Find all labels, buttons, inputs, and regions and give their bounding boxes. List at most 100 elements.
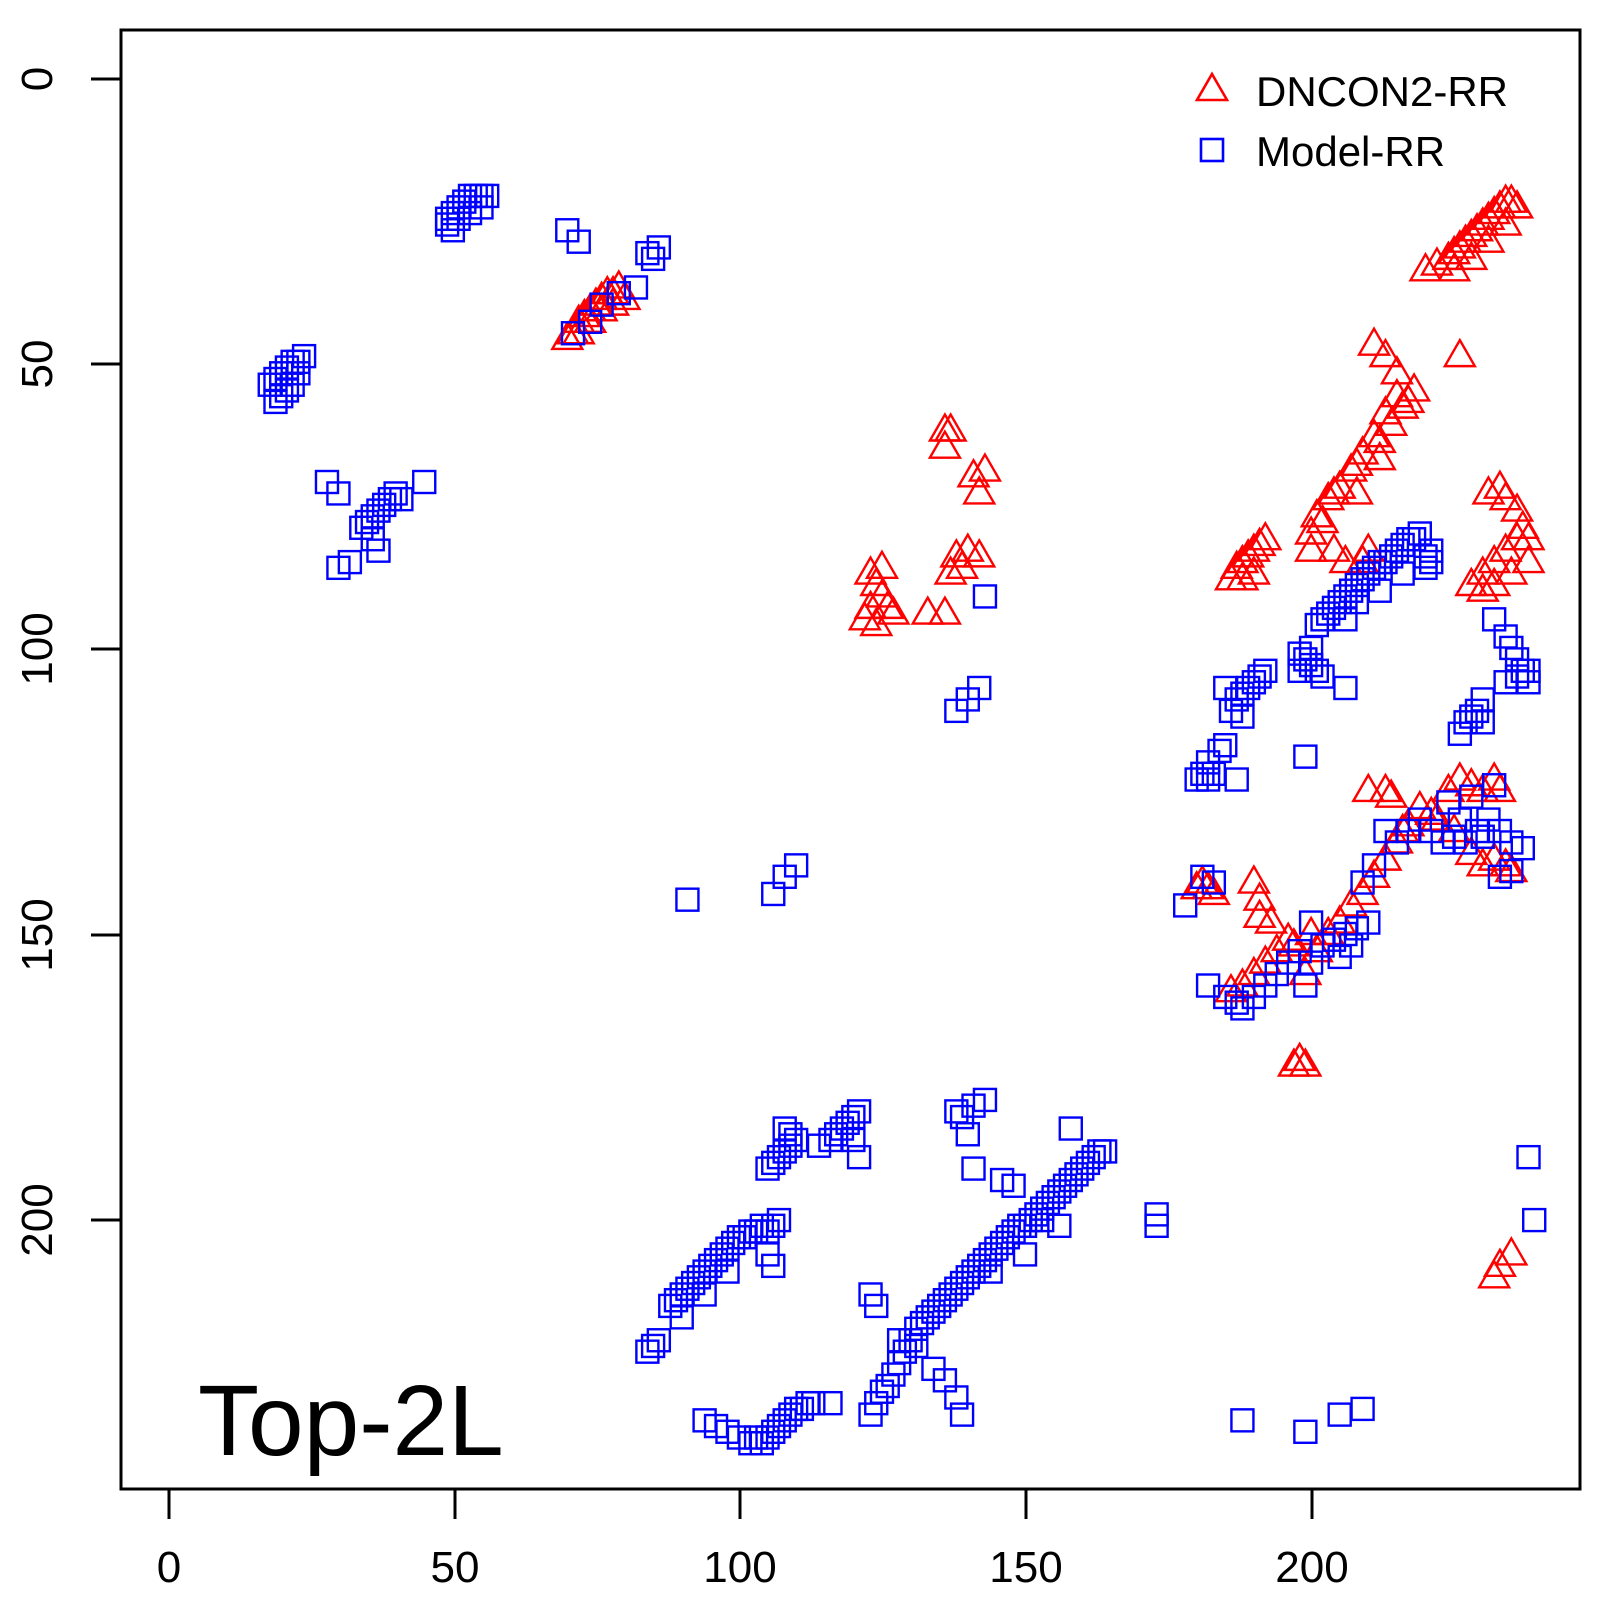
dncon2-point-28 — [1494, 183, 1529, 213]
model-point-83 — [1333, 675, 1358, 701]
model-point-46 — [623, 275, 649, 300]
dncon2-point-144 — [1253, 904, 1289, 934]
dncon2-point-101 — [927, 595, 962, 625]
model-point-239 — [864, 1293, 889, 1319]
dncon2-point-125 — [1322, 904, 1357, 934]
model-point-185 — [841, 1127, 866, 1153]
dncon2-point-45 — [1311, 480, 1346, 511]
dncon2-point-154 — [1282, 1041, 1317, 1072]
dncon2-point-52 — [1339, 446, 1374, 477]
model-point-114 — [1213, 732, 1238, 758]
dncon2-point-136 — [1488, 846, 1523, 877]
model-point-108 — [1230, 704, 1255, 729]
dncon2-point-18 — [1437, 234, 1472, 265]
model-point-119 — [967, 675, 992, 701]
dncon2-point-99 — [864, 549, 900, 580]
model-point-84 — [1333, 607, 1358, 632]
model-point-192 — [961, 1156, 986, 1181]
dncon2-point-107 — [859, 606, 894, 637]
model-point-300 — [1293, 1419, 1318, 1444]
model-point-124 — [783, 853, 809, 878]
model-point-162 — [1499, 858, 1524, 884]
dncon2-point-70 — [1236, 555, 1271, 585]
panel-label: Top-2L — [198, 1365, 504, 1477]
model-point-36 — [389, 486, 414, 512]
model-point-98 — [1516, 658, 1541, 684]
model-point-184 — [846, 1099, 872, 1124]
model-point-75 — [1390, 561, 1415, 586]
x-axis: 0 50 100 150 200 — [157, 1487, 1349, 1592]
dncon2-point-68 — [1248, 520, 1283, 551]
model-point-142 — [1356, 910, 1381, 935]
model-point-19 — [291, 343, 317, 369]
model-point-214 — [761, 1213, 786, 1239]
dncon2-point-134 — [1465, 846, 1500, 877]
dncon2-point-71 — [1471, 475, 1506, 505]
dncon2-point-56 — [1316, 532, 1352, 562]
legend-label-dncon2: DNCON2-RR — [1256, 68, 1508, 115]
model-point-121 — [675, 887, 700, 912]
dncon2-point-36 — [1379, 354, 1414, 385]
model-point-236 — [818, 1390, 843, 1416]
dncon2-point-118 — [1402, 789, 1437, 820]
model-point-190 — [972, 1087, 998, 1113]
y-tick-label: 150 — [13, 898, 62, 971]
model-point-11 — [469, 195, 494, 220]
dncon2-point-76 — [1465, 555, 1500, 585]
dncon2-point-38 — [1442, 337, 1477, 368]
data-points — [257, 183, 1547, 1456]
model-point-130 — [1195, 973, 1221, 998]
model-point-299 — [1230, 1408, 1255, 1433]
dncon2-point-141 — [1196, 875, 1231, 906]
model-point-41 — [566, 229, 591, 254]
y-axis: 0 50 100 150 200 — [13, 67, 123, 1257]
model-point-285 — [949, 1402, 975, 1427]
model-point-106 — [1253, 658, 1278, 684]
dncon2-point-60 — [1339, 475, 1374, 505]
dncon2-point-24 — [1471, 200, 1506, 231]
plot-frame — [119, 28, 1582, 1491]
y-tick-label: 100 — [13, 612, 62, 685]
model-point-219 — [692, 1282, 717, 1307]
model-point-49 — [646, 235, 672, 260]
legend-triangle-icon — [1194, 71, 1230, 102]
model-point-24 — [286, 361, 311, 386]
model-point-286 — [886, 1328, 912, 1353]
dncon2-point-127 — [1299, 932, 1334, 963]
dncon2-point-91 — [962, 475, 997, 505]
dncon2-point-47 — [1294, 515, 1329, 545]
model-point-145 — [1338, 933, 1364, 958]
dncon2-point-123 — [1345, 875, 1380, 906]
dncon2-point-49 — [1385, 389, 1420, 419]
dncon2-point-128 — [1288, 955, 1323, 986]
model-point-39 — [412, 469, 437, 495]
model-point-217 — [761, 1253, 786, 1279]
dncon2-point-16 — [1419, 246, 1455, 276]
dncon2-point-131 — [1419, 801, 1455, 831]
model-point-99 — [1470, 710, 1495, 735]
model-point-281 — [1092, 1139, 1118, 1164]
dncon2-point-158 — [1494, 1236, 1529, 1266]
model-point-194 — [640, 1333, 666, 1359]
dncon2-point-133 — [1454, 835, 1489, 866]
model-point-53 — [1419, 549, 1444, 575]
model-point-293 — [1012, 1242, 1038, 1267]
model-point-116 — [1195, 750, 1221, 775]
dncon2-point-110 — [1374, 778, 1409, 808]
dncon2-point-85 — [1465, 572, 1500, 602]
dncon2-point-140 — [1191, 869, 1226, 900]
model-point-218 — [669, 1305, 694, 1330]
model-point-111 — [1195, 767, 1221, 792]
model-point-215 — [766, 1207, 792, 1233]
dncon2-point-151 — [1276, 927, 1311, 957]
model-point-297 — [1516, 1144, 1541, 1170]
x-tick-label: 0 — [157, 1543, 181, 1592]
dncon2-point-25 — [1477, 194, 1512, 225]
dncon2-point-116 — [1482, 772, 1517, 803]
model-point-120 — [972, 584, 998, 609]
dncon2-point-53 — [1316, 475, 1352, 505]
dncon2-point-31 — [1454, 240, 1489, 271]
dncon2-point-55 — [1294, 532, 1329, 562]
model-point-176 — [778, 1122, 803, 1147]
